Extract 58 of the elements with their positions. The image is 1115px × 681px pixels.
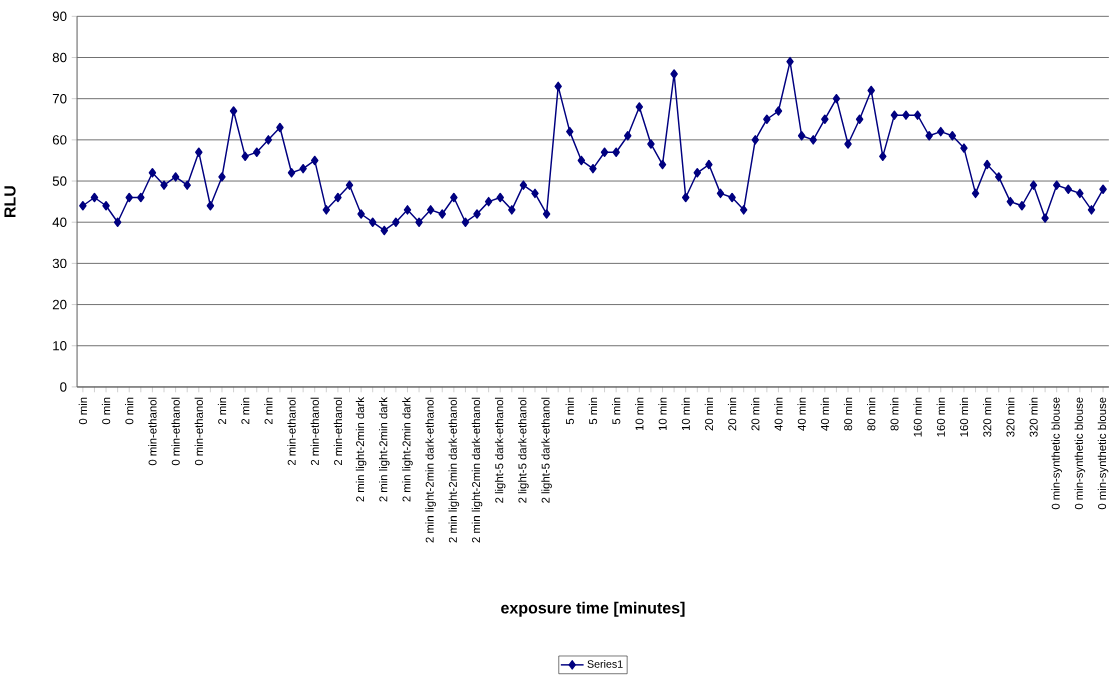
- x-tick-label: 0 min: [125, 397, 134, 425]
- y-tick-label: 70: [52, 94, 67, 104]
- x-tick-label: 40 min: [774, 397, 783, 431]
- x-tick-label: 20 min: [704, 397, 714, 431]
- x-tick-label: 0 min-ethanol: [148, 397, 157, 466]
- x-tick-label: 2 min light-2min dark: [379, 397, 390, 502]
- x-tick-label: 0 min: [78, 397, 88, 425]
- x-axis-title: exposure time [minutes]: [501, 601, 685, 617]
- x-tick-label: 2 min-ethanol: [333, 397, 343, 466]
- x-tick-label: 2 light-5 dark-ethanol: [541, 397, 552, 503]
- legend-label: Series1: [587, 660, 623, 668]
- x-tick-label: 320 min: [1029, 397, 1038, 437]
- x-tick-label: 0 min: [101, 397, 111, 425]
- x-tick-label: 20 min: [751, 397, 760, 431]
- x-tick-label: 160 min: [913, 397, 922, 437]
- x-tick-label: 80 min: [843, 397, 853, 431]
- x-tick-label: 2 min: [217, 397, 227, 425]
- x-tick-label: 5 min: [611, 397, 621, 425]
- x-tick-label: 2 light-5 dark-ethanol: [518, 397, 529, 503]
- x-tick-label: 5 min: [588, 397, 598, 425]
- x-tick-label: 0 min-synthetic blouse: [1074, 397, 1086, 510]
- x-tick-label: 80 min: [890, 397, 899, 431]
- x-tick-label: 2 min light-2min dark-ethanol: [425, 397, 436, 543]
- y-tick-label: 20: [52, 299, 67, 310]
- x-tick-label: 2 min light-2min dark: [402, 397, 413, 502]
- y-tick-label: 0: [60, 382, 67, 392]
- y-tick-label: 90: [52, 11, 67, 22]
- x-tick-label: 2 min-ethanol: [310, 397, 319, 466]
- y-tick-label: 80: [52, 52, 67, 63]
- y-tick-label: 50: [52, 176, 67, 186]
- x-tick-label: 40 min: [797, 397, 806, 431]
- x-tick-label: 5 min: [565, 397, 574, 425]
- x-tick-label: 40 min: [820, 397, 829, 431]
- x-tick-label: 2 min light-2min dark: [355, 397, 367, 502]
- y-tick-label: 40: [52, 217, 67, 227]
- x-tick-label: 2 min-ethanol: [287, 397, 296, 466]
- x-tick-label: 10 min: [635, 397, 644, 431]
- x-tick-label: 320 min: [1006, 397, 1015, 437]
- x-tick-label: 2 light-5 dark-ethanol: [494, 397, 506, 503]
- x-tick-label: 2 min: [264, 397, 273, 425]
- x-tick-label: 160 min: [936, 397, 945, 437]
- x-tick-label: 2 min light-2min dark-ethanol: [448, 397, 460, 543]
- x-tick-label: 10 min: [658, 397, 667, 431]
- x-tick-label: 2 min: [241, 397, 250, 425]
- y-tick-label: 10: [53, 341, 67, 351]
- x-tick-label: 320 min: [982, 397, 992, 437]
- x-tick-label: 0 min-ethanol: [171, 397, 180, 466]
- y-axis-title: RLU: [4, 186, 16, 218]
- x-tick-label: 0 min-synthetic blouse: [1051, 397, 1062, 510]
- x-tick-label: 20 min: [727, 397, 737, 431]
- x-tick-label: 160 min: [959, 397, 969, 437]
- y-tick-label: 60: [52, 135, 67, 145]
- y-tick-label: 30: [52, 258, 67, 269]
- x-tick-label: 0 min-synthetic blouse: [1097, 397, 1109, 510]
- x-tick-label: 10 min: [681, 397, 690, 431]
- x-tick-label: 0 min-ethanol: [194, 397, 203, 466]
- x-tick-label: 80 min: [867, 397, 876, 431]
- x-tick-label: 2 min light-2min dark-ethanol: [471, 397, 483, 543]
